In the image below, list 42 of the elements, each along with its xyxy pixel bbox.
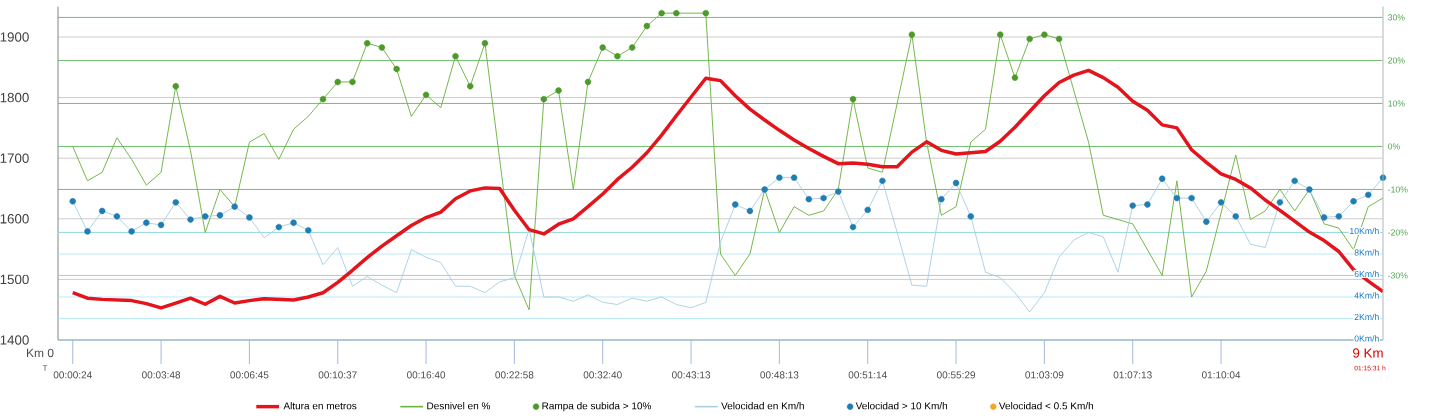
- x-tick-label: 00:10:37: [318, 371, 357, 379]
- x-tick-label: 00:51:14: [848, 371, 887, 379]
- y2-tick-label: 30%: [1388, 14, 1405, 21]
- y-tick-label: 1400: [0, 335, 29, 345]
- x-tick-label: 00:32:40: [583, 371, 622, 379]
- y3-tick-label: 4Km/h: [1354, 292, 1379, 299]
- x-tick-label: 00:16:40: [407, 371, 446, 379]
- y2-tick-label: 0%: [1388, 143, 1400, 150]
- text: 9 Km: [1353, 348, 1383, 358]
- legend-label: Velocidad < 0.5 Km/h: [998, 402, 1094, 410]
- x-tick-label: 00:03:48: [142, 371, 181, 379]
- x-tick-label: 01:10:04: [1201, 371, 1241, 379]
- y3-tick-label: 2Km/h: [1354, 313, 1379, 321]
- y-tick-label: 1800: [0, 92, 29, 103]
- x-tick-label: 01:03:09: [1025, 371, 1064, 379]
- x-tick-label: 00:48:13: [760, 371, 799, 379]
- legend-label: Rampa de subida > 10%: [542, 402, 652, 412]
- legend-label: Velocidad en Km/h: [721, 402, 804, 410]
- x-tick-label: 00:00:24: [53, 371, 92, 379]
- y3-tick-label: 6Km/h: [1354, 270, 1379, 278]
- x-tick-label: 00:06:45: [230, 371, 269, 379]
- x-tick-label: 00:22:58: [495, 371, 534, 379]
- y2-tick-label: -30%: [1388, 272, 1408, 279]
- y3-tick-label: 8Km/h: [1354, 249, 1379, 256]
- text: Km 0: [27, 348, 54, 358]
- x-tick-label: 01:07:13: [1113, 371, 1152, 379]
- legend-label: Velocidad > 10 Km/h: [855, 402, 948, 410]
- y-tick-label: 1600: [0, 214, 29, 224]
- y3-tick-label: 10Km/h: [1350, 227, 1379, 235]
- y2-tick-label: 20%: [1388, 57, 1405, 64]
- y2-tick-label: -20%: [1388, 229, 1408, 236]
- legend-label: Altura en metros: [283, 402, 357, 410]
- y2-tick-label: -10%: [1388, 186, 1408, 193]
- y-tick-label: 1900: [0, 32, 29, 42]
- y-tick-label: 1700: [0, 153, 29, 163]
- x-tick-label: 00:55:29: [936, 371, 976, 379]
- y-tick-label: 1500: [0, 274, 29, 285]
- x-tick-label: 00:43:13: [671, 371, 711, 379]
- y3-tick-label: 0Km/h: [1354, 335, 1379, 342]
- text: T: [42, 365, 48, 371]
- y2-tick-label: 10%: [1388, 100, 1405, 107]
- legend-label: Desnivel en %: [427, 402, 491, 410]
